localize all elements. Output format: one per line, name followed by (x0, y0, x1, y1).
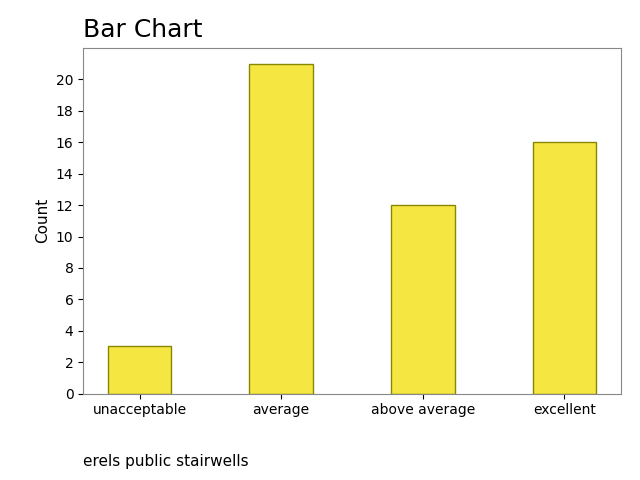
Y-axis label: Count: Count (35, 198, 50, 243)
Text: erels public stairwells: erels public stairwells (83, 454, 249, 468)
Text: Bar Chart: Bar Chart (83, 18, 203, 42)
Bar (250, 64, 313, 394)
Bar (391, 205, 454, 394)
Bar (532, 142, 596, 394)
Bar (108, 347, 172, 394)
